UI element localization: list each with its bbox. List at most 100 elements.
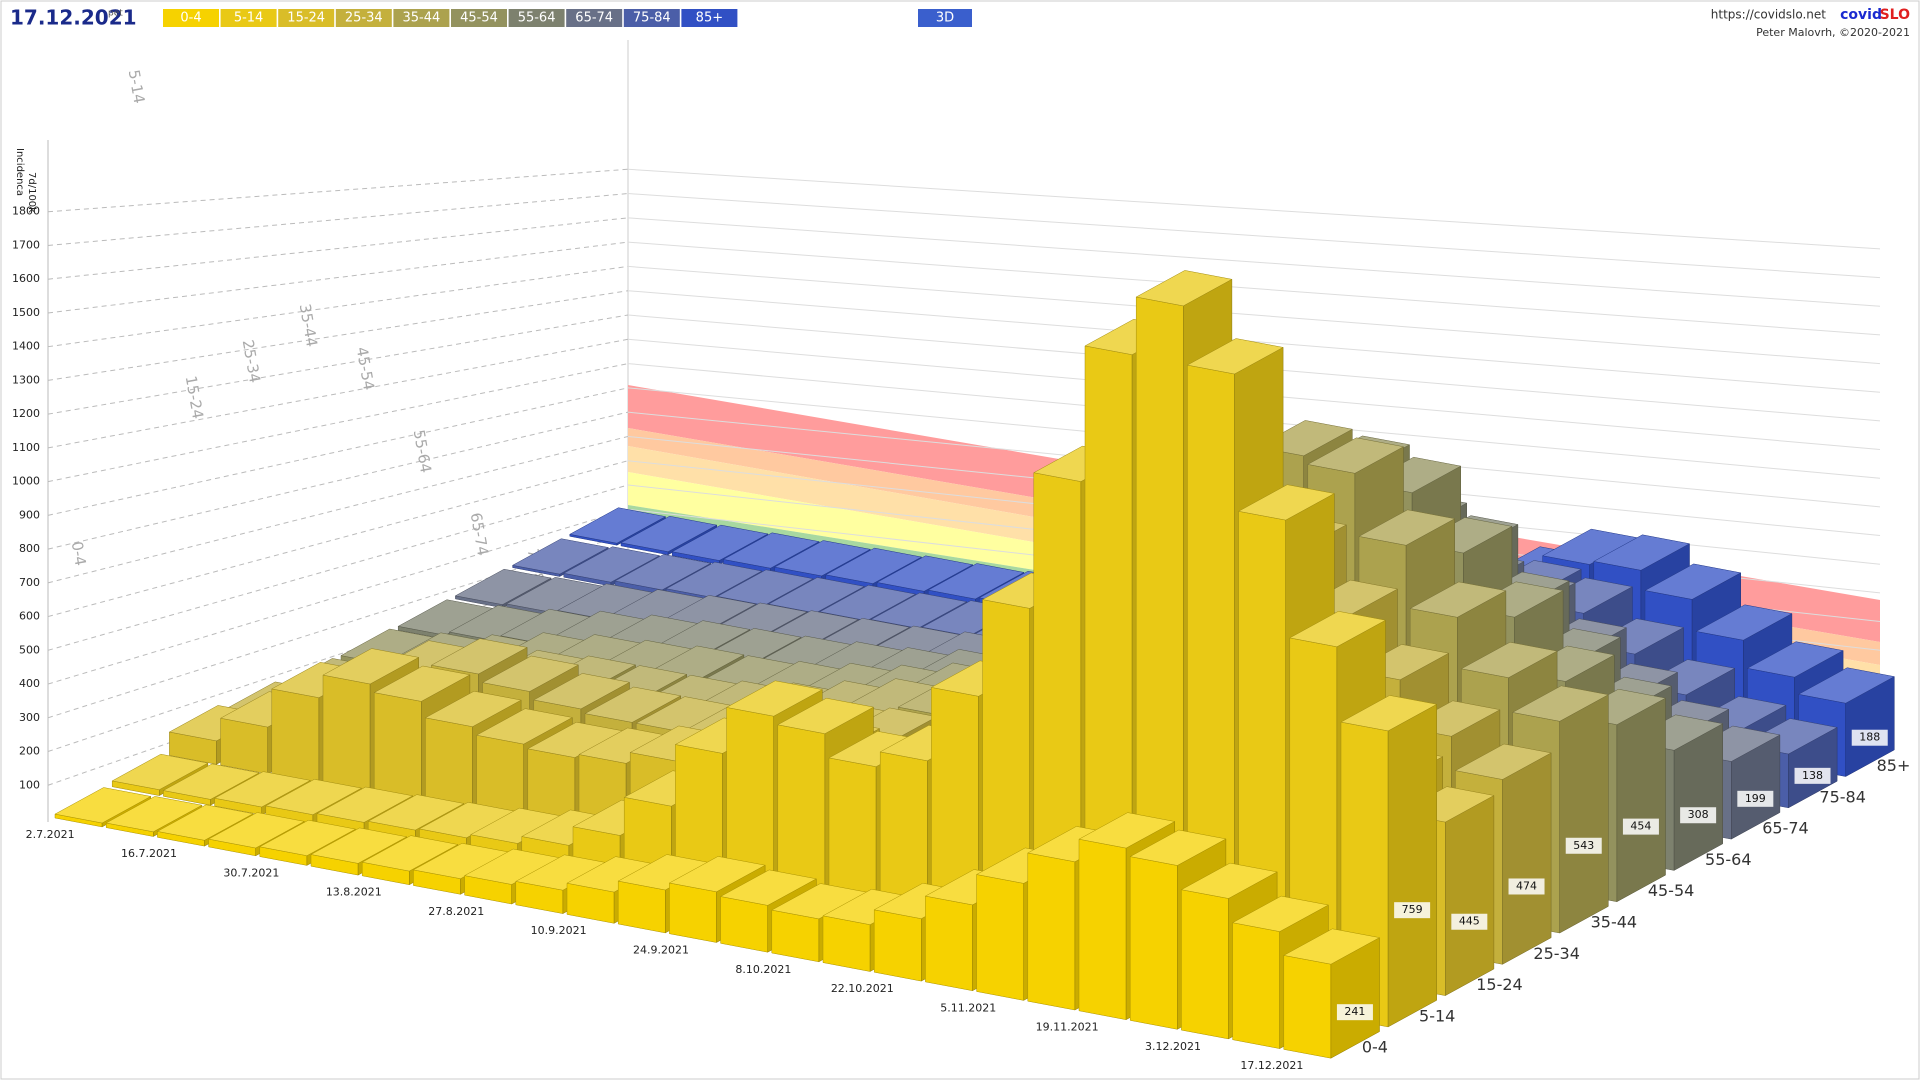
bar-front — [771, 909, 820, 963]
bar — [1283, 928, 1381, 1059]
bar-top — [1797, 667, 1896, 704]
legend-button[interactable] — [508, 9, 565, 27]
x-tick-label: 16.7.2021 — [121, 847, 177, 860]
legend-label[interactable]: 85+ — [696, 11, 723, 26]
value-label-box — [1794, 767, 1831, 784]
bar-top — [777, 697, 875, 734]
legend-button[interactable] — [393, 9, 450, 27]
author: Peter Malovrh, ©2020-2021 — [1756, 26, 1910, 39]
bar-top — [773, 540, 872, 577]
mode-button-label[interactable]: 3D — [936, 11, 954, 26]
bar-top — [563, 546, 661, 583]
y-tick-label: 1700 — [12, 238, 40, 251]
bar-top — [361, 835, 459, 872]
bar-front — [976, 874, 1024, 1001]
bar-end — [1387, 703, 1437, 1028]
bar-top — [322, 648, 420, 685]
legend-button[interactable] — [566, 9, 623, 27]
grid-line — [47, 168, 629, 213]
y-tick-label: 1000 — [12, 475, 40, 488]
grid-line — [627, 168, 1881, 250]
legend-label[interactable]: 5-14 — [234, 11, 264, 26]
bar-top — [265, 779, 363, 815]
legend-label[interactable]: 15-24 — [287, 11, 325, 26]
legend-label[interactable]: 55-64 — [518, 11, 556, 26]
legend-button[interactable] — [681, 9, 738, 27]
bar-top — [719, 869, 818, 906]
bar-top — [927, 563, 1025, 600]
x-tick-label: 8.10.2021 — [735, 963, 791, 976]
bar-top — [1409, 581, 1507, 618]
y-tick-label: 1200 — [12, 407, 40, 420]
legend-label[interactable]: 0-4 — [180, 11, 201, 26]
value-label-box — [1565, 837, 1602, 854]
bar-top — [1135, 270, 1233, 307]
weekday: pet — [108, 9, 123, 19]
grid-line — [47, 411, 629, 550]
legend-button[interactable] — [451, 9, 507, 27]
bar-top — [310, 827, 408, 864]
value-label-box — [1851, 729, 1888, 746]
group-label: 85+ — [1877, 756, 1911, 775]
value-label: 454 — [1630, 820, 1651, 833]
y-label: Incidenca — [14, 148, 25, 196]
bar-top — [430, 638, 528, 675]
bar-top — [671, 524, 769, 561]
date-label: 17.12.2021 — [10, 6, 137, 30]
legend-button[interactable] — [335, 9, 392, 27]
bar-top — [1078, 812, 1176, 849]
bar-front — [271, 688, 320, 784]
bar-top — [1231, 895, 1330, 932]
legend-label[interactable]: 65-74 — [575, 11, 613, 26]
grid-line — [47, 314, 629, 415]
legend-label[interactable]: 75-84 — [633, 11, 671, 26]
brand-a: covid — [1840, 7, 1882, 23]
y-tick-label: 100 — [19, 778, 40, 791]
bar-top — [1129, 829, 1227, 866]
legend-button[interactable] — [623, 9, 680, 27]
wall-label: 5-14 — [125, 68, 149, 105]
bar-top — [454, 568, 552, 605]
url[interactable]: https://covidslo.net — [1711, 8, 1827, 22]
bar-top — [1283, 928, 1381, 965]
bar-top — [620, 515, 718, 552]
grid-line — [47, 290, 629, 381]
bar-top — [819, 584, 917, 621]
value-label-box — [1737, 790, 1774, 807]
legend-label[interactable]: 45-54 — [460, 11, 498, 26]
x-tick-label: 2.7.2021 — [26, 828, 75, 841]
y-tick-label: 700 — [19, 576, 40, 589]
mode-button[interactable] — [918, 9, 972, 27]
bar-top — [424, 690, 522, 727]
bar-top — [373, 665, 471, 702]
legend-button[interactable] — [278, 9, 335, 27]
grid-line — [47, 193, 629, 246]
legend-label[interactable]: 25-34 — [345, 11, 383, 26]
bar-end — [1616, 697, 1666, 903]
value-label-box — [1394, 902, 1431, 919]
value-label-box — [1451, 913, 1488, 930]
bar-top — [367, 794, 465, 831]
bar-top — [156, 804, 254, 841]
grid-line — [627, 241, 1881, 336]
y-tick-label: 500 — [19, 643, 40, 656]
bar-front — [1129, 856, 1178, 1030]
legend-label[interactable]: 35-44 — [403, 11, 441, 26]
wall-label: 0-4 — [68, 540, 90, 567]
group-label: 65-74 — [1762, 819, 1809, 838]
x-tick-label: 22.10.2021 — [831, 982, 894, 995]
bar — [54, 787, 152, 828]
value-label: 241 — [1344, 1005, 1365, 1018]
bar-top — [668, 856, 766, 893]
bar-top — [1593, 534, 1691, 571]
legend-button[interactable] — [220, 9, 277, 27]
bar-front — [322, 674, 371, 794]
bar-front — [1283, 955, 1332, 1059]
brand-b: SLO — [1880, 7, 1911, 23]
grid-line — [47, 484, 629, 651]
group-label: 45-54 — [1648, 881, 1695, 900]
legend-button[interactable] — [163, 9, 219, 27]
bar-front — [1078, 838, 1127, 1021]
bar-front — [1232, 922, 1280, 1049]
